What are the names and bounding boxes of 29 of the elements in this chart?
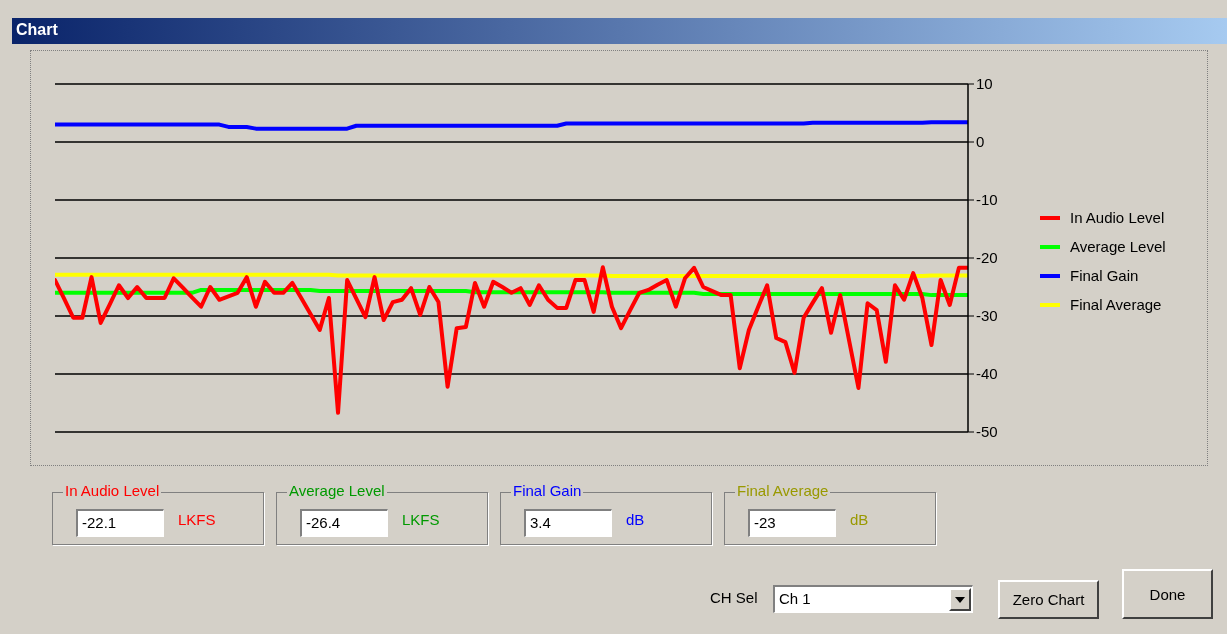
text: Zero Chart bbox=[998, 580, 1099, 619]
text: -26.4 bbox=[300, 509, 388, 537]
text: -23 bbox=[748, 509, 836, 537]
text: 3.4 bbox=[524, 509, 612, 537]
text: dB bbox=[626, 511, 645, 528]
legend-label: Average Level bbox=[1070, 238, 1166, 255]
text: In Audio Level bbox=[63, 482, 162, 499]
text: Done bbox=[1122, 569, 1213, 619]
text: Average Level bbox=[287, 482, 387, 499]
chart-title: Chart bbox=[16, 21, 58, 39]
text: Final Gain bbox=[511, 482, 584, 499]
legend-label: Final Gain bbox=[1070, 267, 1139, 284]
line-series bbox=[55, 120, 968, 131]
y-tick-label: -50 bbox=[976, 423, 998, 441]
text: -22.1 bbox=[76, 509, 164, 537]
text: Ch 1 bbox=[773, 585, 973, 613]
y-tick-label: -10 bbox=[976, 191, 998, 209]
text: CH Sel bbox=[710, 589, 758, 606]
y-tick-label: -20 bbox=[976, 249, 998, 267]
y-tick-label: -30 bbox=[976, 307, 998, 325]
text: Final Average bbox=[735, 482, 831, 499]
legend-label: In Audio Level bbox=[1070, 209, 1165, 226]
text: LKFS bbox=[178, 511, 216, 528]
y-tick-label: -40 bbox=[976, 365, 998, 383]
y-tick-label: 0 bbox=[976, 133, 985, 151]
text: dB bbox=[850, 511, 869, 528]
legend-label: Final Average bbox=[1070, 296, 1162, 313]
text: LKFS bbox=[402, 511, 440, 528]
y-tick-label: 10 bbox=[976, 75, 993, 93]
